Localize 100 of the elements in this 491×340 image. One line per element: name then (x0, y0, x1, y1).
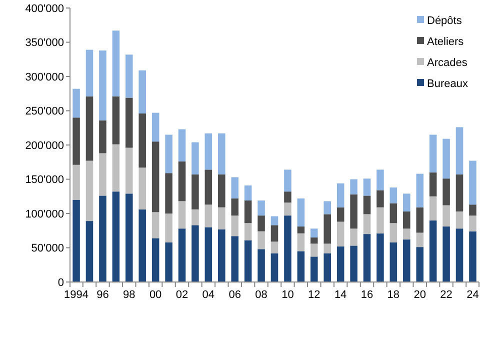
y-tick-label: 150'000 (25, 174, 64, 186)
bar (152, 212, 160, 238)
bar (270, 225, 278, 242)
bar (284, 202, 292, 216)
legend-label: Dépôts (427, 14, 462, 27)
bar (416, 207, 424, 233)
y-tick-label: 200'000 (25, 140, 64, 152)
bar (442, 178, 450, 206)
legend-label: Ateliers (427, 36, 464, 48)
bar (403, 240, 410, 282)
bar (297, 198, 305, 227)
bar (231, 236, 238, 282)
bar (376, 170, 384, 190)
bar (284, 216, 292, 282)
bar (350, 246, 358, 282)
x-tick-label: 24 (466, 289, 479, 301)
bar (86, 96, 94, 161)
bar (310, 244, 318, 257)
y-tick-label: 100'000 (25, 208, 64, 220)
bar (72, 200, 80, 282)
bar (469, 216, 476, 232)
bar (244, 200, 252, 224)
legend-label: Arcades (427, 56, 468, 69)
bar (178, 228, 186, 282)
bar (152, 112, 160, 142)
bar (363, 214, 371, 234)
bar (192, 174, 199, 210)
bar (192, 209, 199, 226)
bar (244, 223, 252, 240)
bar (126, 194, 133, 282)
x-tick-label: 98 (123, 289, 136, 301)
bar (324, 214, 331, 244)
bar (112, 30, 120, 96)
x-tick-label: 00 (149, 289, 162, 301)
bar (442, 205, 450, 227)
bar (456, 228, 464, 282)
bar (456, 127, 464, 174)
bar (270, 253, 278, 282)
bar (99, 50, 106, 120)
x-tick-label: 16 (360, 289, 374, 301)
bar (429, 220, 437, 282)
bar (336, 207, 344, 222)
bar (99, 153, 106, 196)
bar (204, 170, 212, 205)
bar (350, 228, 358, 246)
bar (324, 201, 331, 214)
y-tick-label: 400'000 (25, 2, 64, 15)
bar (442, 226, 450, 282)
bar (72, 164, 80, 200)
bar (231, 177, 238, 198)
bar (165, 173, 172, 214)
bar (152, 142, 160, 212)
bar (403, 211, 410, 229)
bar (363, 234, 371, 282)
x-tick-label: 08 (255, 289, 268, 301)
bar (138, 209, 146, 282)
bar (231, 216, 238, 236)
bar (469, 160, 476, 205)
x-tick-label: 02 (176, 289, 188, 301)
y-tick-label: 50'000 (31, 242, 64, 255)
bar (429, 134, 437, 172)
bar (416, 174, 424, 208)
bar (403, 194, 410, 212)
bar (336, 246, 344, 282)
bar (99, 120, 106, 154)
bar (231, 198, 238, 216)
bar (363, 178, 371, 196)
bar (72, 118, 80, 165)
x-tick-label: 1994 (64, 289, 89, 301)
bar (138, 113, 146, 168)
bar (284, 170, 292, 192)
bar (112, 144, 120, 192)
bar (310, 237, 318, 244)
bar (429, 172, 437, 196)
bar (258, 249, 265, 282)
bar (376, 207, 384, 234)
x-tick-label: 96 (96, 289, 109, 301)
bar (284, 192, 292, 203)
bar (258, 231, 265, 250)
bar (86, 221, 94, 282)
y-tick-label: 350'000 (25, 37, 64, 50)
bar (218, 133, 226, 174)
x-tick-label: 22 (440, 289, 452, 301)
bar (336, 222, 344, 246)
x-tick-label: 12 (308, 289, 320, 301)
bar (390, 187, 398, 204)
bar (244, 185, 252, 200)
bar (390, 223, 398, 242)
bar (152, 238, 160, 282)
bar (204, 227, 212, 282)
bar (138, 70, 146, 114)
bar (244, 240, 252, 282)
bar (376, 190, 384, 208)
bar (429, 196, 437, 220)
bar (416, 232, 424, 248)
bar (336, 183, 344, 208)
bar (204, 133, 212, 170)
y-tick-label: 0 (58, 276, 64, 289)
bar (324, 253, 331, 282)
x-tick-label: 04 (202, 289, 215, 301)
